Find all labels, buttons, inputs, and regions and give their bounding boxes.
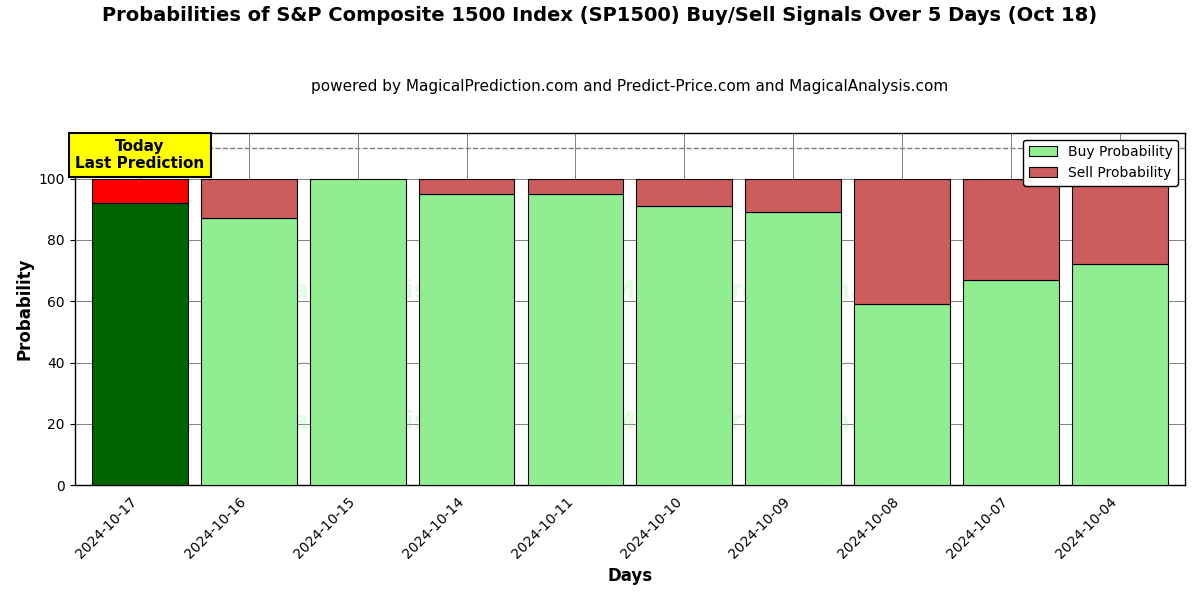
Bar [528, 179, 623, 194]
Bar [854, 304, 950, 485]
Title: powered by MagicalPrediction.com and Predict-Price.com and MagicalAnalysis.com: powered by MagicalPrediction.com and Pre… [311, 79, 948, 94]
Bar [854, 179, 950, 304]
Bar [1072, 179, 1168, 265]
Bar [92, 179, 188, 203]
Text: Probabilities of S&P Composite 1500 Index (SP1500) Buy/Sell Signals Over 5 Days : Probabilities of S&P Composite 1500 Inde… [102, 6, 1098, 25]
Text: MagicalPrediction.com: MagicalPrediction.com [612, 410, 914, 434]
Bar [636, 206, 732, 485]
Bar [962, 179, 1058, 280]
Text: calAnalysis.com: calAnalysis.com [280, 279, 492, 303]
Bar [419, 179, 515, 194]
Bar [92, 203, 188, 485]
Bar [1072, 265, 1168, 485]
Y-axis label: Probability: Probability [16, 257, 34, 360]
Bar [962, 280, 1058, 485]
Bar [745, 179, 841, 212]
Bar [745, 212, 841, 485]
Bar [419, 194, 515, 485]
Bar [310, 179, 406, 485]
Legend: Buy Probability, Sell Probability: Buy Probability, Sell Probability [1024, 140, 1178, 185]
Text: Today
Last Prediction: Today Last Prediction [76, 139, 204, 171]
X-axis label: Days: Days [607, 567, 653, 585]
Bar [200, 179, 296, 218]
Bar [528, 194, 623, 485]
Bar [200, 218, 296, 485]
Bar [636, 179, 732, 206]
Text: MagicalPrediction.com: MagicalPrediction.com [612, 279, 914, 303]
Text: calAnalysis.com: calAnalysis.com [280, 410, 492, 434]
